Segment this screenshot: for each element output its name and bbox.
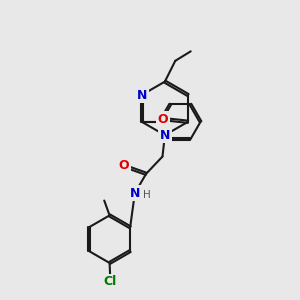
- Text: Cl: Cl: [103, 275, 117, 288]
- Text: N: N: [160, 129, 170, 142]
- Text: N: N: [130, 187, 140, 200]
- Text: N: N: [136, 88, 147, 101]
- Text: O: O: [119, 159, 130, 172]
- Text: O: O: [158, 113, 168, 126]
- Text: H: H: [143, 190, 151, 200]
